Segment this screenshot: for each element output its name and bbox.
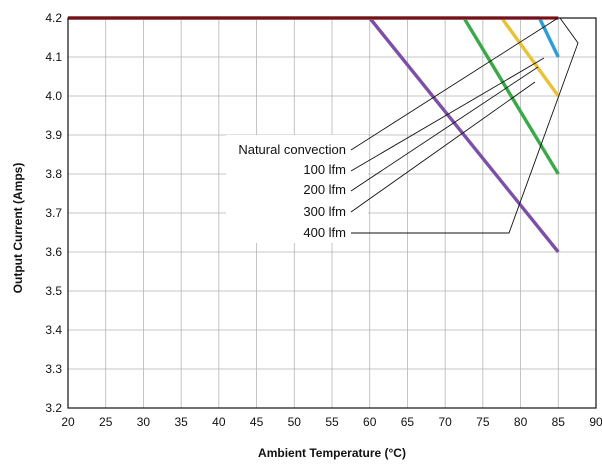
x-tick-label: 35 (174, 415, 188, 429)
y-tick-label: 3.8 (45, 167, 62, 181)
x-tick-label: 80 (514, 415, 528, 429)
legend-label: 400 lfm (303, 225, 346, 240)
legend-leader-line (350, 17, 559, 151)
grid (67, 17, 597, 409)
y-tick-label: 3.5 (45, 284, 62, 298)
x-tick-label: 20 (61, 415, 75, 429)
legend-label: 300 lfm (303, 204, 346, 219)
x-tick-label: 90 (589, 415, 602, 429)
x-tick-label: 40 (212, 415, 226, 429)
legend-leader-line (350, 57, 545, 172)
y-tick-label: 4.2 (45, 11, 62, 25)
legend-background (226, 135, 368, 243)
x-tick-label: 45 (250, 415, 264, 429)
y-tick-label: 3.7 (45, 206, 62, 220)
x-axis-ticks: 20 25 30 35 40 45 50 55 60 65 70 75 80 85 90 (61, 415, 602, 429)
y-tick-label: 4.1 (45, 50, 62, 64)
x-tick-label: 65 (401, 415, 415, 429)
legend-leader-line (350, 81, 536, 213)
y-tick-label: 3.9 (45, 128, 62, 142)
y-tick-label: 3.2 (45, 401, 62, 415)
y-axis-title: Output Current (Amps) (11, 163, 25, 294)
legend: Natural convection 100 lfm 200 lfm 300 lfm 4… (226, 17, 579, 243)
plot-frame (67, 17, 597, 409)
y-tick-label: 3.3 (45, 362, 62, 376)
x-tick-label: 85 (552, 415, 566, 429)
x-tick-label: 75 (476, 415, 490, 429)
y-axis-ticks: 3.2 3.3 3.4 3.5 3.6 3.7 3.8 3.9 4.0 4.1 4.2 (45, 11, 62, 415)
x-tick-label: 55 (325, 415, 339, 429)
legend-leader-line (350, 66, 539, 192)
x-tick-label: 50 (288, 415, 302, 429)
x-tick-label: 70 (438, 415, 452, 429)
legend-label: 100 lfm (303, 162, 346, 177)
x-axis-title: Ambient Temperature (°C) (258, 446, 406, 460)
y-tick-label: 3.4 (45, 323, 62, 337)
y-tick-label: 4.0 (45, 89, 62, 103)
x-tick-label: 25 (99, 415, 113, 429)
legend-label: 200 lfm (303, 182, 346, 197)
legend-label: Natural convection (238, 142, 346, 157)
y-tick-label: 3.6 (45, 245, 62, 259)
x-tick-label: 60 (363, 415, 377, 429)
legend-leader-line (351, 17, 579, 234)
x-tick-label: 30 (137, 415, 151, 429)
